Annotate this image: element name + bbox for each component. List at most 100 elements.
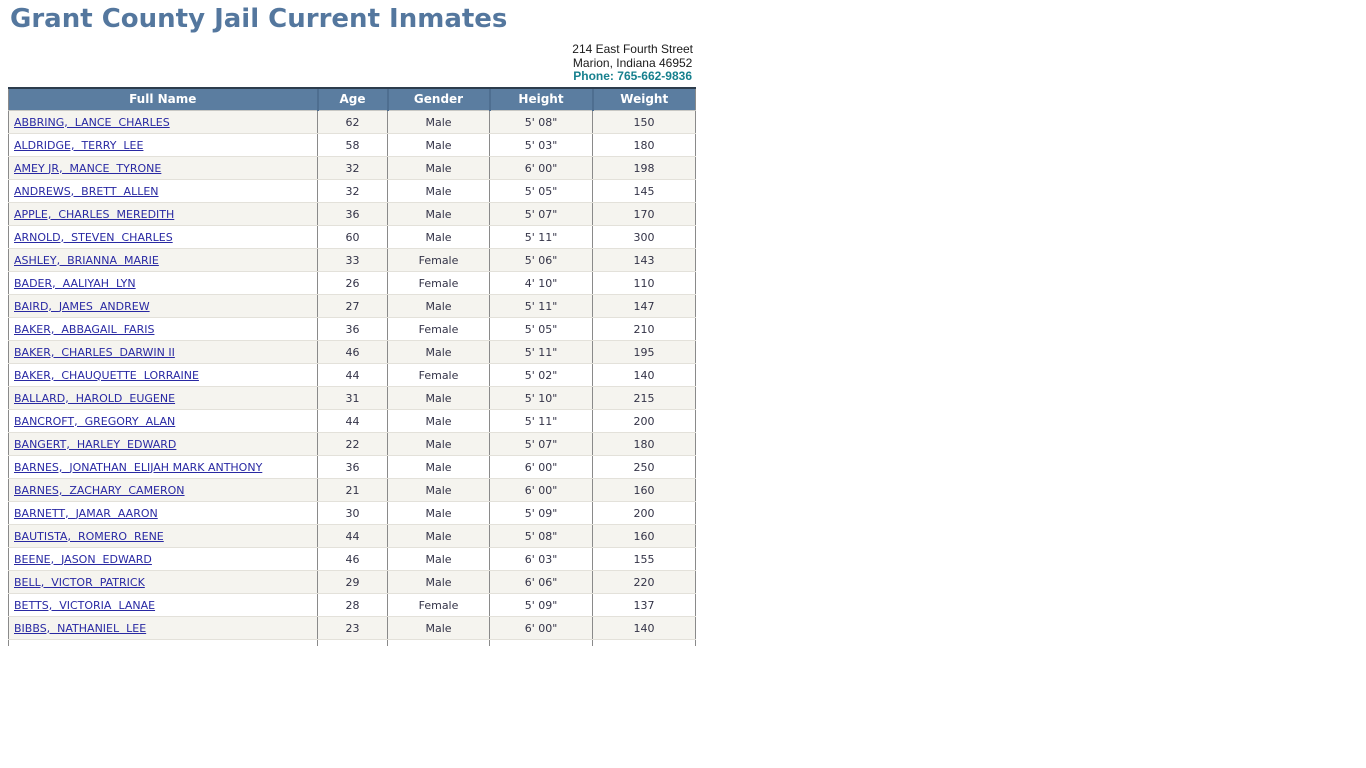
- inmate-name-link[interactable]: BALLARD, HAROLD EUGENE: [14, 391, 176, 405]
- height-cell: 6' 00": [489, 478, 593, 502]
- height-cell: 5' 07": [489, 432, 593, 456]
- inmate-name-link[interactable]: BANCROFT, GREGORY ALAN: [14, 414, 176, 428]
- facility-phone[interactable]: Phone: 765-662-9836: [573, 69, 692, 83]
- gender-cell: Male: [387, 133, 490, 157]
- inmate-name-link[interactable]: BETTS, VICTORIA LANAE: [14, 598, 156, 612]
- partial-cell: [592, 639, 696, 646]
- inmate-name-link[interactable]: ARNOLD, STEVEN CHARLES: [14, 230, 173, 244]
- height-cell: 6' 03": [489, 547, 593, 571]
- facility-address: 214 East Fourth Street Marion, Indiana 4…: [572, 42, 693, 84]
- inmate-name-link[interactable]: ABBRING, LANCE CHARLES: [14, 115, 170, 129]
- inmate-name-link[interactable]: BARNETT, JAMAR AARON: [14, 506, 158, 520]
- table-row: ANDREWS, BRETT ALLEN 32 Male 5' 05" 145: [8, 179, 696, 203]
- full-name-cell: BETTS, VICTORIA LANAE: [8, 593, 318, 617]
- table-body: ABBRING, LANCE CHARLES 62 Male 5' 08" 150 ALD…: [8, 110, 696, 646]
- gender-cell: Male: [387, 179, 490, 203]
- table-row: BAKER, ABBAGAIL FARIS 36 Female 5' 05" 210: [8, 317, 696, 341]
- inmate-name-link[interactable]: ALDRIDGE, TERRY LEE: [14, 138, 144, 152]
- inmate-name-link[interactable]: ASHLEY, BRIANNA MARIE: [14, 253, 159, 267]
- age-cell: 28: [317, 593, 388, 617]
- table-row: BARNETT, JAMAR AARON 30 Male 5' 09" 200: [8, 501, 696, 525]
- inmate-name-link[interactable]: ANDREWS, BRETT ALLEN: [14, 184, 159, 198]
- inmate-name-link[interactable]: BEENE, JASON EDWARD: [14, 552, 152, 566]
- table-row: BARNES, ZACHARY CAMERON 21 Male 6' 00" 160: [8, 478, 696, 502]
- full-name-cell: BALLARD, HAROLD EUGENE: [8, 386, 318, 410]
- age-cell: 44: [317, 524, 388, 548]
- weight-cell: 180: [592, 133, 696, 157]
- weight-cell: 210: [592, 317, 696, 341]
- inmate-name-link[interactable]: BAKER, CHAUQUETTE LORRAINE: [14, 368, 199, 382]
- full-name-cell: ABBRING, LANCE CHARLES: [8, 110, 318, 134]
- weight-cell: 143: [592, 248, 696, 272]
- height-cell: 5' 08": [489, 110, 593, 134]
- age-cell: 23: [317, 616, 388, 640]
- full-name-cell: ANDREWS, BRETT ALLEN: [8, 179, 318, 203]
- table-row: BELL, VICTOR PATRICK 29 Male 6' 06" 220: [8, 570, 696, 594]
- age-cell: 36: [317, 317, 388, 341]
- full-name-cell: BELL, VICTOR PATRICK: [8, 570, 318, 594]
- age-cell: 44: [317, 363, 388, 387]
- age-cell: 29: [317, 570, 388, 594]
- height-cell: 5' 11": [489, 294, 593, 318]
- height-cell: 6' 00": [489, 156, 593, 180]
- full-name-cell: BAUTISTA, ROMERO RENE: [8, 524, 318, 548]
- age-cell: 44: [317, 409, 388, 433]
- full-name-cell: BAKER, CHAUQUETTE LORRAINE: [8, 363, 318, 387]
- table-row: APPLE, CHARLES MEREDITH 36 Male 5' 07" 170: [8, 202, 696, 226]
- full-name-cell: BADER, AALIYAH LYN: [8, 271, 318, 295]
- gender-cell: Male: [387, 110, 490, 134]
- full-name-cell: BARNES, ZACHARY CAMERON: [8, 478, 318, 502]
- full-name-cell: AMEY JR, MANCE TYRONE: [8, 156, 318, 180]
- height-cell: 5' 09": [489, 593, 593, 617]
- gender-cell: Male: [387, 340, 490, 364]
- inmate-name-link[interactable]: BARNES, ZACHARY CAMERON: [14, 483, 185, 497]
- weight-cell: 110: [592, 271, 696, 295]
- age-cell: 46: [317, 547, 388, 571]
- gender-cell: Male: [387, 616, 490, 640]
- weight-cell: 150: [592, 110, 696, 134]
- partial-cell: [8, 639, 318, 646]
- gender-cell: Male: [387, 547, 490, 571]
- weight-cell: 250: [592, 455, 696, 479]
- weight-cell: 195: [592, 340, 696, 364]
- weight-cell: 170: [592, 202, 696, 226]
- weight-cell: 137: [592, 593, 696, 617]
- age-cell: 31: [317, 386, 388, 410]
- inmate-name-link[interactable]: BIBBS, NATHANIEL LEE: [14, 621, 147, 635]
- table-row: BAKER, CHARLES DARWIN II 46 Male 5' 11" 195: [8, 340, 696, 364]
- gender-cell: Male: [387, 432, 490, 456]
- inmate-name-link[interactable]: BAIRD, JAMES ANDREW: [14, 299, 150, 313]
- gender-cell: Female: [387, 593, 490, 617]
- main-content: 214 East Fourth Street Marion, Indiana 4…: [8, 42, 696, 646]
- full-name-cell: ALDRIDGE, TERRY LEE: [8, 133, 318, 157]
- inmate-name-link[interactable]: BANGERT, HARLEY EDWARD: [14, 437, 177, 451]
- age-cell: 58: [317, 133, 388, 157]
- weight-cell: 300: [592, 225, 696, 249]
- inmate-name-link[interactable]: BADER, AALIYAH LYN: [14, 276, 136, 290]
- weight-cell: 160: [592, 478, 696, 502]
- address-city-state-zip: Marion, Indiana 46952: [572, 55, 693, 70]
- full-name-cell: BARNES, JONATHAN ELIJAH MARK ANTHONY: [8, 455, 318, 479]
- table-row: BETTS, VICTORIA LANAE 28 Female 5' 09" 137: [8, 593, 696, 617]
- inmate-name-link[interactable]: AMEY JR, MANCE TYRONE: [14, 161, 162, 175]
- gender-cell: Male: [387, 156, 490, 180]
- full-name-cell: BIBBS, NATHANIEL LEE: [8, 616, 318, 640]
- height-cell: 6' 00": [489, 616, 593, 640]
- inmate-name-link[interactable]: BAKER, CHARLES DARWIN II: [14, 345, 175, 359]
- gender-cell: Male: [387, 409, 490, 433]
- age-cell: 33: [317, 248, 388, 272]
- height-cell: 6' 00": [489, 455, 593, 479]
- inmate-name-link[interactable]: BAUTISTA, ROMERO RENE: [14, 529, 164, 543]
- full-name-cell: BEENE, JASON EDWARD: [8, 547, 318, 571]
- age-cell: 36: [317, 455, 388, 479]
- partial-cell: [387, 639, 490, 646]
- inmate-name-link[interactable]: BELL, VICTOR PATRICK: [14, 575, 145, 589]
- inmate-name-link[interactable]: APPLE, CHARLES MEREDITH: [14, 207, 175, 221]
- table-row: ARNOLD, STEVEN CHARLES 60 Male 5' 11" 300: [8, 225, 696, 249]
- inmate-name-link[interactable]: BARNES, JONATHAN ELIJAH MARK ANTHONY: [14, 460, 263, 474]
- table-row: ALDRIDGE, TERRY LEE 58 Male 5' 03" 180: [8, 133, 696, 157]
- inmate-name-link[interactable]: BAKER, ABBAGAIL FARIS: [14, 322, 155, 336]
- weight-cell: 155: [592, 547, 696, 571]
- weight-cell: 220: [592, 570, 696, 594]
- partial-cell: [489, 639, 593, 646]
